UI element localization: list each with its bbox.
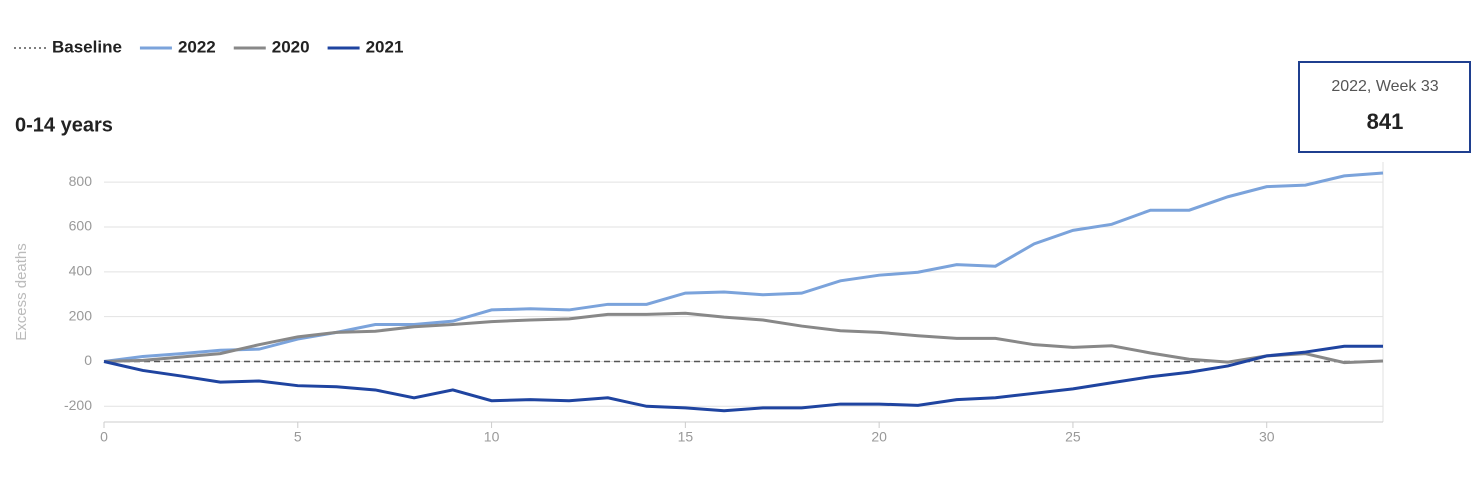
x-tick-label: 15 [678,429,694,445]
y-axis-label: Excess deaths [13,243,30,341]
series-line [103,171,1384,363]
series-line [103,344,1383,413]
legend-label: 2021 [366,37,404,56]
y-tick-label: 600 [69,218,93,234]
x-tick-label: 0 [100,429,108,445]
chart-title: 0-14 years [15,114,113,136]
x-tick-label: 10 [484,429,500,445]
plot-area: -200 0 200 400 600 800 0 5 10 15 20 25 30 [64,162,1384,445]
y-tick-label: 0 [84,352,92,368]
y-tick-label: 400 [69,263,93,279]
y-tick-label: 200 [69,307,93,323]
x-tick-label: 30 [1259,429,1275,445]
x-tick-label: 25 [1065,429,1081,445]
y-tick-label: -200 [64,397,92,413]
tooltip: 2022, Week 33 841 [1298,61,1471,153]
tooltip-title: 2022, Week 33 [1331,78,1438,95]
tooltip-box [1298,61,1471,153]
x-tick-label: 5 [294,429,302,445]
series-line [103,311,1384,365]
legend-label: 2022 [178,37,216,56]
tooltip-value: 841 [1367,109,1404,134]
x-tick-label: 20 [871,429,887,445]
legend-label: 2020 [272,37,310,56]
y-tick-label: 800 [69,173,93,189]
legend: Baseline 2022 2020 2021 [14,37,403,56]
legend-label: Baseline [52,37,122,56]
